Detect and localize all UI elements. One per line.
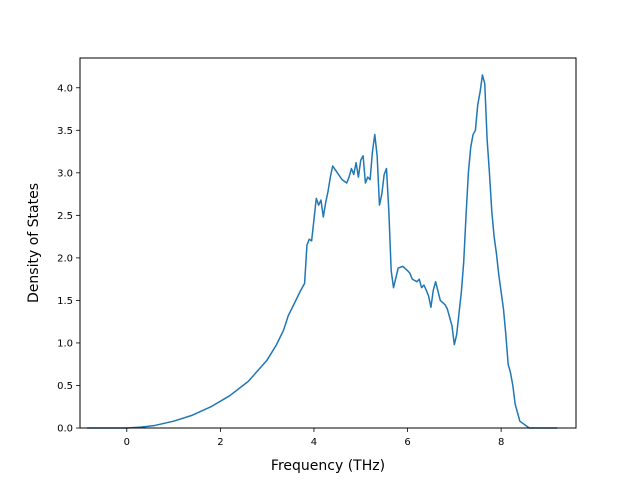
- x-axis-label: Frequency (THz): [271, 458, 385, 474]
- x-tick-label: 4: [311, 437, 317, 448]
- x-tick-label: 2: [217, 437, 223, 448]
- y-axis-label: Density of States: [26, 183, 42, 303]
- y-tick-label: 2.0: [57, 253, 73, 264]
- plot-area: [87, 74, 558, 429]
- y-tick-label: 1.5: [57, 296, 73, 307]
- dos-series-line: [87, 74, 558, 429]
- plot-frame: [79, 57, 577, 429]
- y-tick-label: 3.0: [57, 168, 73, 179]
- y-tick-label: 4.0: [57, 83, 73, 94]
- y-tick-label: 0.5: [57, 381, 73, 392]
- y-tick-label: 3.5: [57, 126, 73, 137]
- x-tick-label: 6: [404, 437, 410, 448]
- x-tick-label: 0: [124, 437, 130, 448]
- y-axis-ticks: 0.0 0.5 1.0 1.5 2.0 2.5 3.0 3.5 4.0: [57, 83, 80, 435]
- x-axis-ticks: 0 2 4 6 8: [124, 428, 504, 448]
- y-tick-label: 2.5: [57, 211, 73, 222]
- y-tick-label: 0.0: [57, 424, 73, 435]
- y-tick-label: 1.0: [57, 338, 73, 349]
- x-tick-label: 8: [498, 437, 504, 448]
